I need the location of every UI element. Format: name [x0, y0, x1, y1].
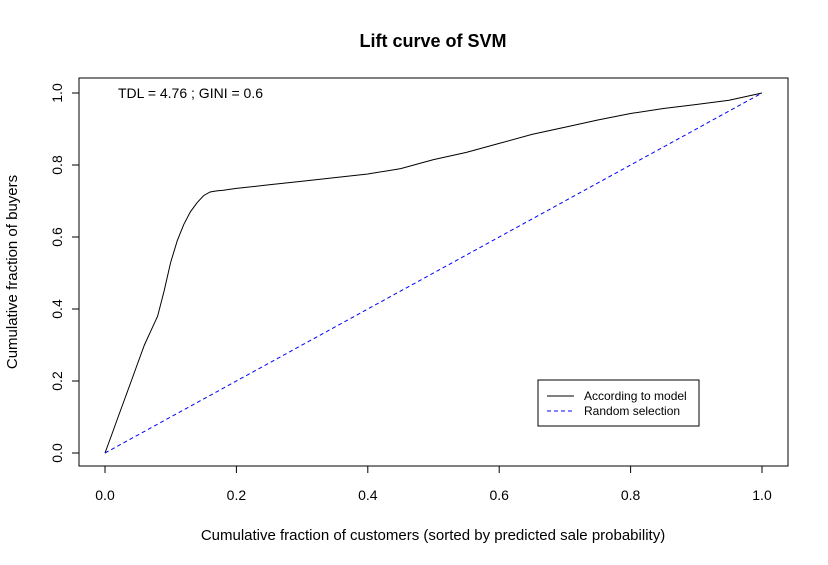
x-tick-label: 1.0 — [752, 487, 772, 503]
series-layer — [104, 92, 763, 454]
legend-box — [537, 379, 700, 427]
y-tick-label: 0.4 — [49, 299, 65, 319]
x-tick-label: 0.0 — [95, 487, 115, 503]
y-tick-label: 0.8 — [49, 155, 65, 175]
y-axis-label: Cumulative fraction of buyers — [4, 175, 21, 369]
legend-label-random: Random selection — [584, 404, 680, 418]
y-tick-label: 0.2 — [49, 371, 65, 391]
chart-title: Lift curve of SVM — [359, 31, 506, 51]
y-axis: 0.0 0.2 0.4 0.6 0.8 1.0 — [49, 83, 80, 463]
x-axis-label: Cumulative fraction of customers (sorted… — [201, 527, 665, 544]
x-tick-label: 0.2 — [227, 487, 247, 503]
legend-label-model: According to model — [584, 389, 687, 403]
y-tick-label: 0.0 — [49, 443, 65, 463]
y-tick-label: 0.6 — [49, 227, 65, 247]
tdl-gini-annotation: TDL = 4.76 ; GINI = 0.6 — [118, 85, 263, 101]
series-line-random — [104, 92, 763, 454]
series-line-model — [104, 92, 763, 454]
x-tick-label: 0.8 — [621, 487, 641, 503]
y-tick-label: 1.0 — [49, 83, 65, 103]
legend: According to model Random selection — [537, 379, 700, 427]
x-tick-label: 0.6 — [489, 487, 509, 503]
x-tick-label: 0.4 — [358, 487, 378, 503]
x-axis: 0.0 0.2 0.4 0.6 0.8 1.0 — [95, 465, 772, 503]
